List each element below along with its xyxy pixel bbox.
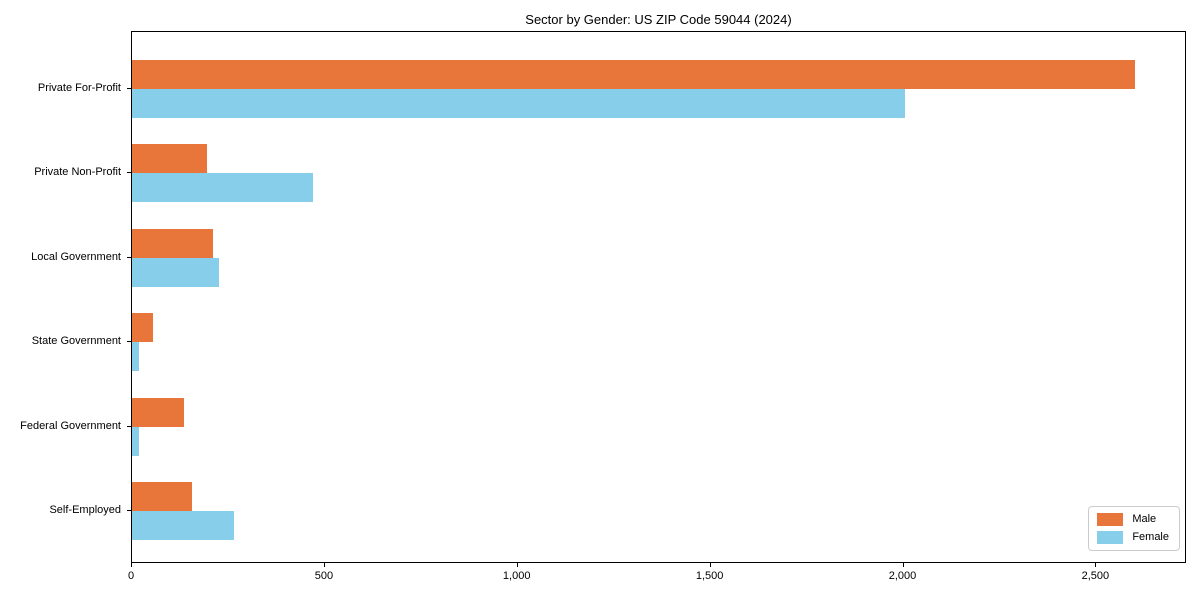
- bar-male-private-for-profit: [132, 59, 1135, 89]
- legend: Male Female: [1088, 506, 1180, 551]
- plot-area: Male Female: [131, 31, 1186, 563]
- bar-female-private-non-profit: [132, 173, 314, 202]
- bar-male-state-government: [132, 313, 154, 342]
- y-tick-label-private-non-profit: Private Non-Profit: [34, 166, 121, 178]
- y-tick-mark: [127, 425, 131, 427]
- bar-female-self-employed: [132, 511, 235, 540]
- y-tick-mark: [127, 256, 131, 258]
- y-tick-label-federal-government: Federal Government: [20, 419, 121, 432]
- y-tick-label-private-for-profit: Private For-Profit: [37, 81, 121, 94]
- legend-label-female: Female: [1132, 531, 1169, 543]
- bar-female-private-for-profit: [132, 88, 906, 118]
- x-tick-mark: [516, 563, 518, 567]
- x-tick-label: 0: [127, 570, 135, 582]
- chart-title: Sector by Gender: US ZIP Code 59044 (202…: [525, 12, 792, 27]
- x-tick-label: 1,000: [502, 570, 531, 582]
- x-tick-label: 2,500: [1081, 570, 1110, 582]
- bar-female-state-government: [132, 342, 139, 371]
- legend-item-male: Male: [1097, 513, 1169, 526]
- x-tick-mark: [131, 563, 132, 567]
- bar-male-local-government: [132, 228, 213, 258]
- bar-female-federal-government: [132, 426, 139, 456]
- bar-male-private-non-profit: [132, 144, 208, 173]
- legend-item-female: Female: [1097, 531, 1169, 544]
- y-tick-mark: [127, 510, 131, 511]
- y-tick-label-local-government: Local Government: [31, 250, 121, 263]
- y-tick-mark: [127, 87, 131, 89]
- bar-male-self-employed: [132, 482, 192, 511]
- x-tick-mark: [323, 563, 325, 567]
- x-tick-label: 2,000: [888, 570, 917, 582]
- x-tick-label: 1,500: [695, 570, 724, 582]
- y-tick-label-state-government: State Government: [31, 335, 121, 347]
- y-tick-label-self-employed: Self-Employed: [49, 504, 121, 516]
- x-tick-mark: [1095, 563, 1097, 567]
- legend-swatch-male: [1097, 513, 1124, 526]
- bar-female-local-government: [132, 257, 219, 287]
- y-tick-mark: [127, 341, 131, 342]
- bar-male-federal-government: [132, 397, 185, 427]
- x-tick-label: 500: [314, 570, 334, 582]
- x-tick-mark: [902, 563, 904, 567]
- y-tick-mark: [127, 172, 131, 173]
- legend-swatch-female: [1097, 531, 1124, 544]
- legend-label-male: Male: [1132, 513, 1157, 525]
- x-tick-mark: [709, 563, 711, 567]
